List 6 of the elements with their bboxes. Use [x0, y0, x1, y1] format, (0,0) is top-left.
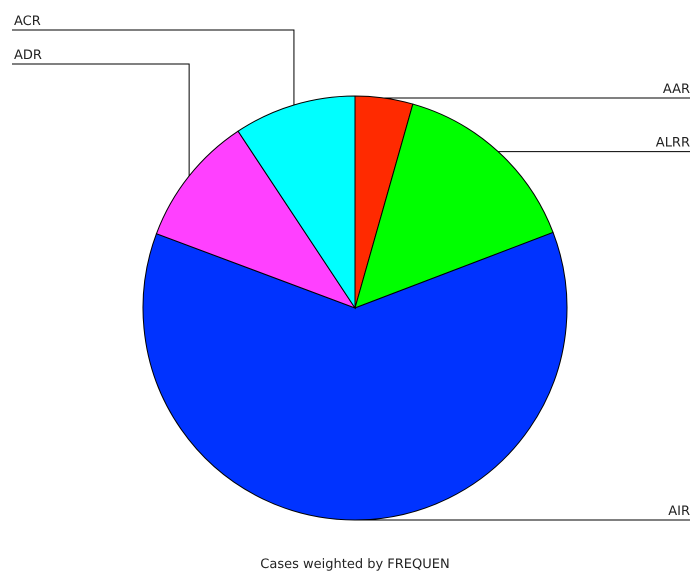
slice-label: ALRR — [656, 136, 690, 151]
slice-label: ACR — [14, 14, 41, 29]
slice-label: ADR — [14, 48, 42, 63]
slice-label: AAR — [662, 82, 690, 98]
text: Cases weighted by FREQUEN — [260, 557, 450, 572]
slice-label: AIR — [668, 504, 690, 519]
